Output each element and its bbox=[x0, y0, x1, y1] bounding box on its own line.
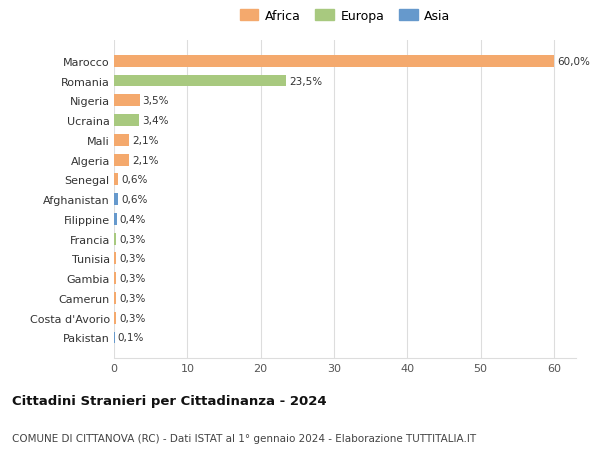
Text: 0,6%: 0,6% bbox=[121, 195, 148, 205]
Bar bbox=[114, 95, 140, 107]
Bar bbox=[114, 312, 116, 324]
Text: 3,5%: 3,5% bbox=[143, 96, 169, 106]
Bar bbox=[114, 56, 554, 67]
Text: 0,3%: 0,3% bbox=[119, 274, 146, 284]
Bar bbox=[114, 194, 118, 206]
Text: 0,3%: 0,3% bbox=[119, 234, 146, 244]
Text: 3,4%: 3,4% bbox=[142, 116, 169, 126]
Text: COMUNE DI CITTANOVA (RC) - Dati ISTAT al 1° gennaio 2024 - Elaborazione TUTTITAL: COMUNE DI CITTANOVA (RC) - Dati ISTAT al… bbox=[12, 433, 476, 442]
Bar bbox=[114, 292, 116, 304]
Text: 2,1%: 2,1% bbox=[133, 155, 159, 165]
Bar bbox=[114, 174, 118, 186]
Text: 0,4%: 0,4% bbox=[120, 214, 146, 224]
Text: 23,5%: 23,5% bbox=[289, 76, 322, 86]
Text: 0,3%: 0,3% bbox=[119, 293, 146, 303]
Bar bbox=[114, 332, 115, 344]
Text: 0,3%: 0,3% bbox=[119, 313, 146, 323]
Legend: Africa, Europa, Asia: Africa, Europa, Asia bbox=[239, 10, 451, 22]
Bar bbox=[114, 233, 116, 245]
Text: 0,1%: 0,1% bbox=[118, 333, 144, 343]
Text: Cittadini Stranieri per Cittadinanza - 2024: Cittadini Stranieri per Cittadinanza - 2… bbox=[12, 394, 326, 407]
Text: 0,6%: 0,6% bbox=[121, 175, 148, 185]
Bar bbox=[114, 273, 116, 285]
Bar bbox=[114, 253, 116, 265]
Bar bbox=[114, 154, 130, 166]
Bar bbox=[114, 213, 117, 225]
Text: 0,3%: 0,3% bbox=[119, 254, 146, 264]
Bar bbox=[114, 75, 286, 87]
Bar bbox=[114, 115, 139, 127]
Bar bbox=[114, 134, 130, 146]
Text: 60,0%: 60,0% bbox=[557, 56, 590, 67]
Text: 2,1%: 2,1% bbox=[133, 135, 159, 146]
